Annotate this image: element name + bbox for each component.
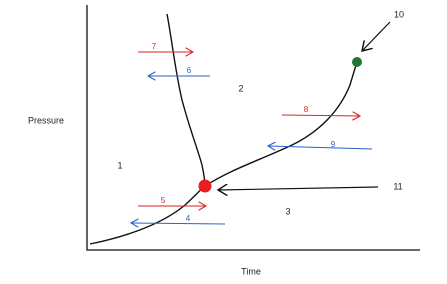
callout-arrow — [218, 187, 379, 190]
region-label: 1 — [117, 160, 122, 170]
axes — [86, 5, 420, 251]
arrow — [131, 223, 226, 224]
y-axis-label: Pressure — [28, 115, 64, 125]
arrow-label: 7 — [152, 42, 157, 51]
x-axis-label: Time — [241, 266, 261, 276]
region-label: 2 — [238, 83, 243, 93]
arrow-label: 5 — [161, 196, 166, 205]
critical-point — [352, 57, 362, 67]
arrow — [281, 115, 360, 116]
callout-arrow — [362, 21, 391, 51]
region-label: 3 — [285, 206, 290, 216]
triple-point — [198, 179, 212, 193]
phase-curve — [89, 61, 358, 245]
arrow-label: 4 — [186, 214, 191, 223]
callout-label: 11 — [393, 181, 402, 191]
arrow-label: 6 — [187, 66, 192, 75]
arrow — [268, 146, 373, 149]
phase-curve — [166, 13, 206, 187]
callout-label: 10 — [394, 9, 404, 19]
arrow-label: 9 — [331, 140, 336, 149]
arrow-label: 8 — [304, 105, 309, 114]
